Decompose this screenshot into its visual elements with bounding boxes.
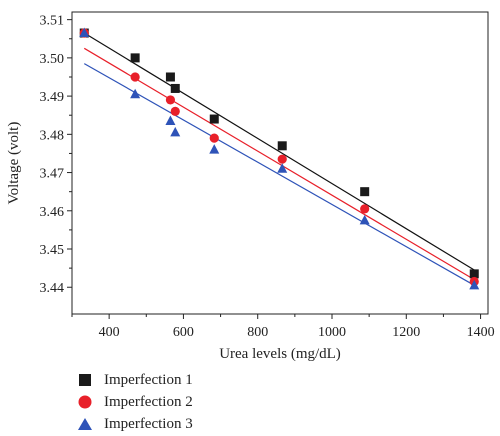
legend-item-2: Imperfection 2 — [72, 392, 292, 412]
x-tick-label: 800 — [247, 325, 268, 340]
x-axis-title: Urea levels (mg/dL) — [219, 346, 341, 362]
point-series-3 — [277, 163, 288, 173]
point-series-1 — [277, 141, 287, 151]
x-tick-label: 1400 — [467, 325, 495, 340]
point-series-1 — [170, 83, 180, 93]
x-tick-label: 400 — [99, 325, 120, 340]
point-series-2 — [170, 106, 180, 116]
y-axis: 3.44 3.45 3.46 3.47 3.48 3.49 3.50 3.51 — [40, 14, 72, 296]
y-tick-label: 3.49 — [40, 90, 65, 105]
legend-item-1: Imperfection 1 — [72, 370, 292, 390]
point-series-3 — [469, 279, 480, 290]
fit-line-2 — [83, 47, 475, 281]
point-series-2 — [277, 154, 287, 164]
point-series-2 — [360, 204, 370, 214]
point-series-1 — [165, 72, 175, 82]
x-tick-label: 1000 — [318, 325, 346, 340]
point-series-3 — [359, 214, 370, 225]
plot-frame — [71, 11, 489, 315]
square-marker-icon — [72, 370, 98, 390]
fit-line-3 — [83, 63, 475, 286]
point-series-3 — [79, 27, 90, 38]
legend-item-3: Imperfection 3 — [72, 414, 292, 434]
y-axis-title: Voltage (volt) — [6, 122, 22, 205]
x-tick-label: 1200 — [392, 325, 420, 340]
x-tick-label: 600 — [173, 325, 194, 340]
triangle-marker-icon — [72, 414, 98, 434]
point-series-1 — [209, 114, 219, 124]
point-series-1 — [130, 53, 140, 63]
legend: Imperfection 1 Imperfection 2 Imperfecti… — [72, 370, 292, 436]
data-points — [79, 27, 480, 290]
y-tick-label: 3.47 — [40, 167, 65, 182]
point-series-1 — [360, 187, 370, 197]
point-series-3 — [165, 115, 176, 125]
legend-label-3: Imperfection 3 — [104, 415, 193, 432]
y-tick-label: 3.45 — [40, 243, 65, 258]
point-series-2 — [130, 72, 140, 82]
y-tick-label: 3.44 — [40, 281, 65, 296]
point-series-2 — [209, 133, 219, 143]
legend-label-1: Imperfection 1 — [104, 371, 193, 388]
fit-line-1 — [83, 32, 475, 271]
fit-lines — [83, 32, 475, 286]
point-series-3 — [170, 126, 181, 137]
point-series-3 — [209, 144, 220, 154]
legend-label-2: Imperfection 2 — [104, 393, 193, 410]
y-tick-label: 3.48 — [40, 128, 65, 143]
point-series-2 — [165, 95, 176, 105]
circle-marker-icon — [72, 392, 98, 412]
y-tick-label: 3.50 — [40, 52, 65, 67]
point-series-3 — [130, 88, 141, 99]
y-tick-label: 3.46 — [40, 205, 65, 220]
y-tick-label: 3.51 — [40, 14, 65, 29]
point-series-1 — [469, 269, 479, 279]
x-axis: 400 600 800 1000 1200 1400 — [71, 314, 495, 340]
